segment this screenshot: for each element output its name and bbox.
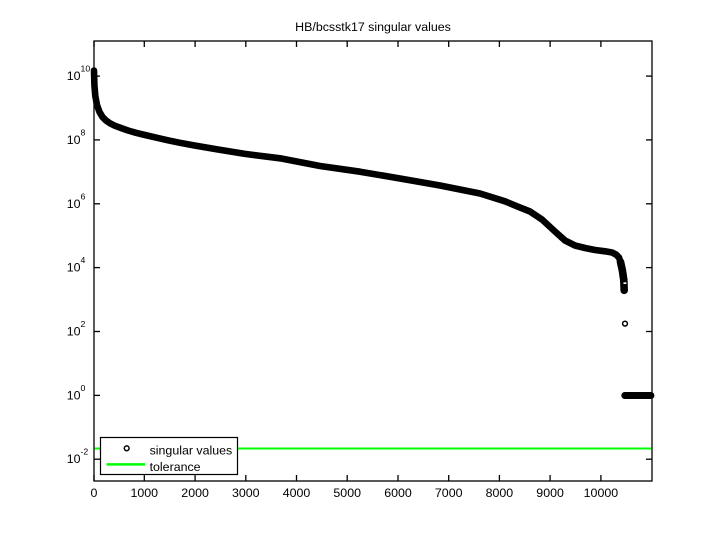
svg-text:8000: 8000 — [486, 486, 514, 500]
svg-text:4000: 4000 — [283, 486, 311, 500]
svg-text:6000: 6000 — [384, 486, 412, 500]
svg-text:10: 10 — [67, 452, 81, 466]
svg-text:3000: 3000 — [232, 486, 260, 500]
svg-text:9000: 9000 — [536, 486, 564, 500]
svg-text:7000: 7000 — [435, 486, 463, 500]
svg-text:1000: 1000 — [131, 486, 159, 500]
svg-text:10: 10 — [67, 133, 81, 147]
svg-text:5000: 5000 — [333, 486, 361, 500]
svg-text:2: 2 — [81, 319, 86, 329]
svg-text:4: 4 — [81, 255, 86, 265]
svg-text:10: 10 — [67, 69, 81, 83]
svg-text:10: 10 — [67, 261, 81, 275]
svg-text:-2: -2 — [81, 447, 89, 457]
svg-text:8: 8 — [81, 127, 86, 137]
svg-text:0: 0 — [81, 383, 86, 393]
svg-text:singular values: singular values — [150, 444, 233, 458]
svg-text:10: 10 — [67, 388, 81, 402]
svg-text:10: 10 — [81, 64, 91, 74]
svg-text:10: 10 — [67, 197, 81, 211]
svg-text:10: 10 — [67, 325, 81, 339]
svg-text:HB/bcsstk17 singular values: HB/bcsstk17 singular values — [295, 20, 451, 34]
svg-text:2000: 2000 — [181, 486, 209, 500]
svg-text:10000: 10000 — [584, 486, 619, 500]
svg-text:6: 6 — [81, 191, 86, 201]
svg-text:0: 0 — [91, 486, 98, 500]
svg-text:tolerance: tolerance — [150, 460, 201, 474]
